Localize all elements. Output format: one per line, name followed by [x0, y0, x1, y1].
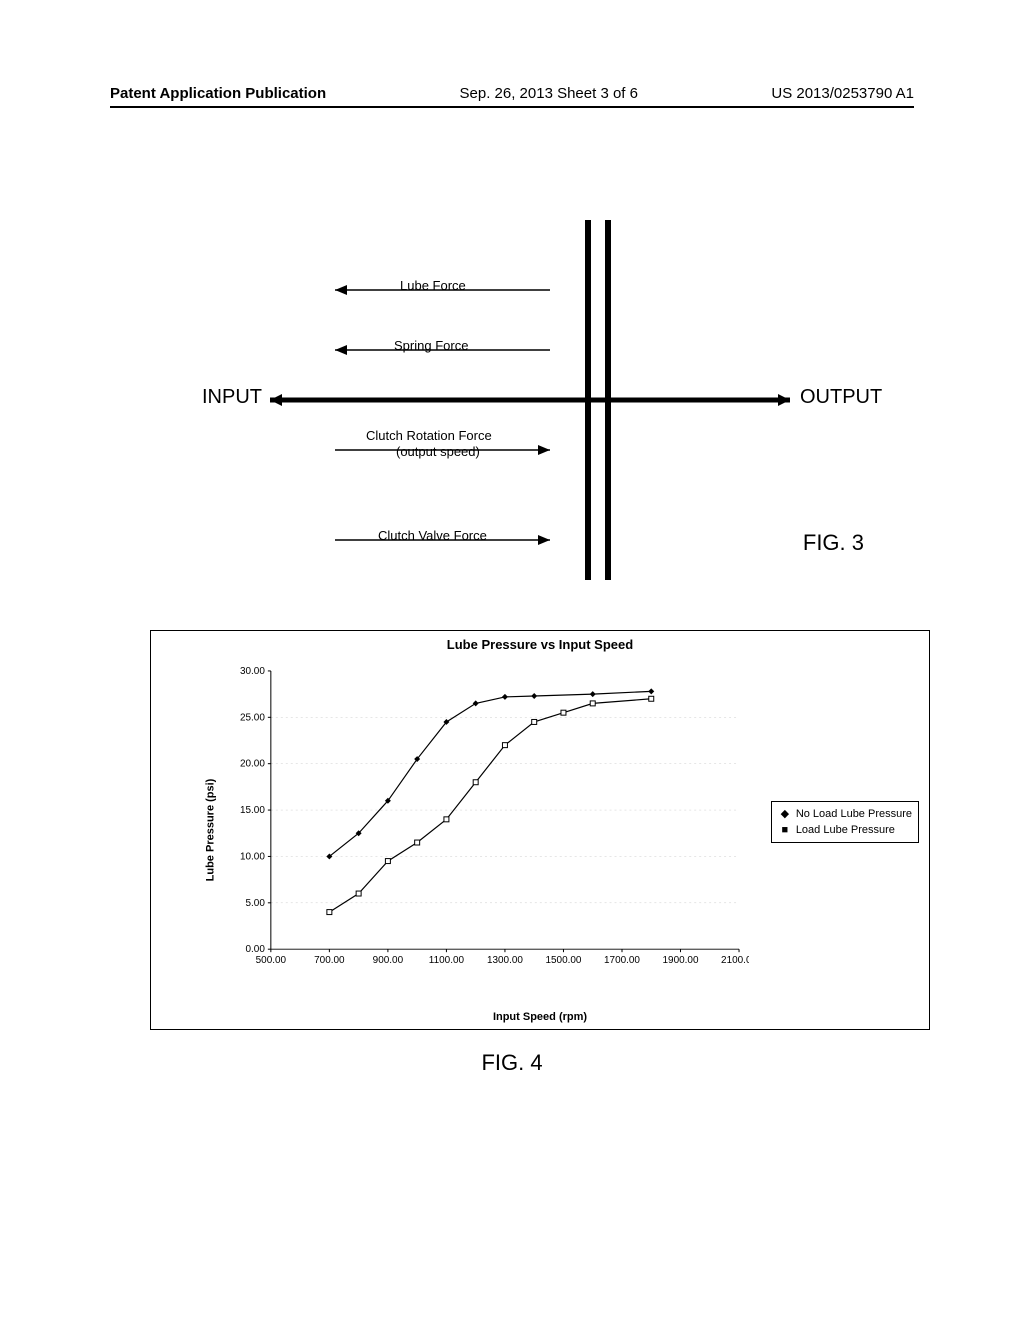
- figure-4-caption: FIG. 4: [0, 1050, 1024, 1076]
- svg-text:5.00: 5.00: [246, 898, 266, 909]
- chart-title: Lube Pressure vs Input Speed: [151, 637, 929, 652]
- label-clutch-rotation-sub: (output speed): [396, 444, 480, 459]
- page-header: Patent Application Publication Sep. 26, …: [110, 85, 914, 108]
- legend-item-load: ■ Load Lube Pressure: [778, 822, 912, 838]
- svg-text:0.00: 0.00: [246, 944, 266, 955]
- svg-text:1900.00: 1900.00: [663, 955, 699, 966]
- svg-text:1300.00: 1300.00: [487, 955, 523, 966]
- svg-text:30.00: 30.00: [240, 666, 265, 677]
- svg-text:700.00: 700.00: [314, 955, 345, 966]
- svg-text:1100.00: 1100.00: [429, 955, 465, 966]
- svg-text:1500.00: 1500.00: [545, 955, 581, 966]
- chart-plot-area: 0.00 5.00 10.00 15.00 20.00 25.00 30.00 500.00 7…: [231, 661, 749, 979]
- figure-3-caption: FIG. 3: [803, 530, 864, 556]
- legend-item-noload: ◆ No Load Lube Pressure: [778, 806, 912, 822]
- chart-svg: 0.00 5.00 10.00 15.00 20.00 25.00 30.00 500.00 7…: [231, 661, 749, 979]
- label-lube-force: Lube Force: [400, 278, 466, 293]
- label-spring-force: Spring Force: [394, 338, 468, 353]
- svg-text:25.00: 25.00: [240, 712, 265, 723]
- label-output: OUTPUT: [800, 386, 882, 409]
- figure-3-diagram: Lube Force Spring Force Clutch Rotation …: [110, 190, 910, 590]
- svg-text:20.00: 20.00: [240, 759, 265, 770]
- chart-ylabel: Lube Pressure (psi): [204, 779, 216, 882]
- svg-text:10.00: 10.00: [240, 851, 265, 862]
- svg-text:900.00: 900.00: [373, 955, 404, 966]
- label-input: INPUT: [202, 386, 262, 409]
- legend-label: Load Lube Pressure: [796, 822, 895, 838]
- diamond-icon: ◆: [778, 806, 792, 822]
- figure-4-chart-container: Lube Pressure vs Input Speed Lube Pressu…: [150, 630, 930, 1030]
- svg-text:15.00: 15.00: [240, 805, 265, 816]
- svg-text:1700.00: 1700.00: [604, 955, 640, 966]
- svg-text:500.00: 500.00: [256, 955, 287, 966]
- legend-label: No Load Lube Pressure: [796, 806, 912, 822]
- square-icon: ■: [778, 822, 792, 838]
- header-center: Sep. 26, 2013 Sheet 3 of 6: [460, 85, 638, 102]
- svg-text:2100.00: 2100.00: [721, 955, 749, 966]
- chart-legend: ◆ No Load Lube Pressure ■ Load Lube Pres…: [771, 801, 919, 843]
- label-clutch-valve: Clutch Valve Force: [378, 528, 487, 543]
- header-left: Patent Application Publication: [110, 85, 326, 102]
- header-right: US 2013/0253790 A1: [771, 85, 914, 102]
- chart-xlabel: Input Speed (rpm): [151, 1011, 929, 1023]
- label-clutch-rotation: Clutch Rotation Force: [366, 428, 492, 443]
